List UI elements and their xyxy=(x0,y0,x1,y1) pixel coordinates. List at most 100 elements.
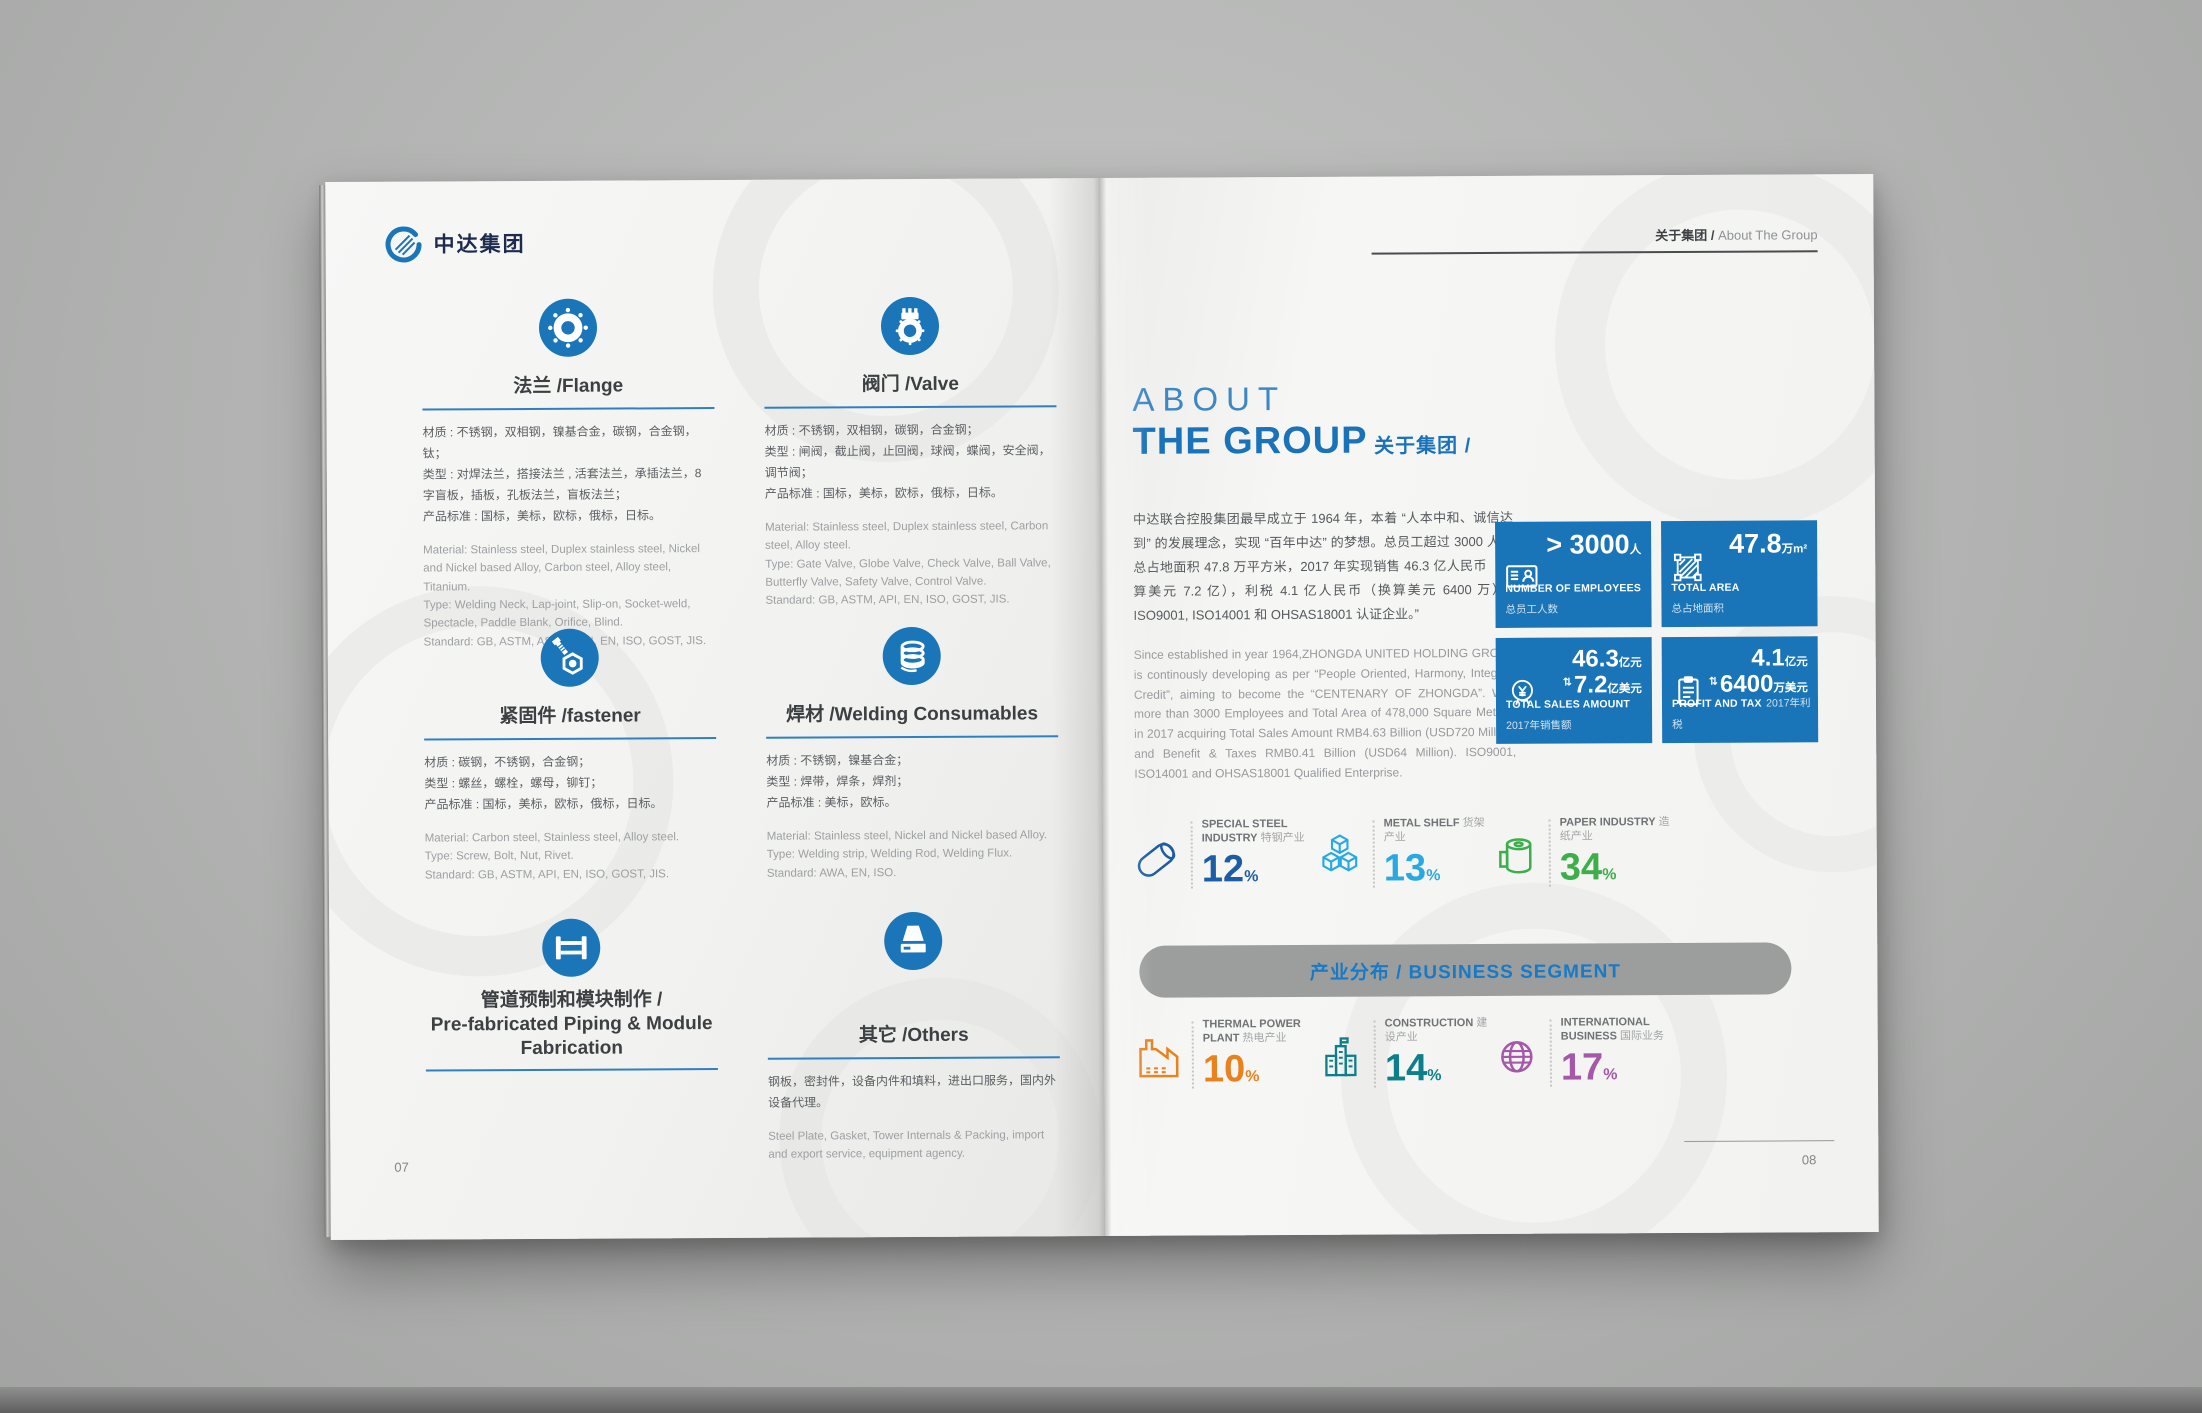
cubes-icon xyxy=(1313,831,1367,885)
flange-icon xyxy=(538,298,598,357)
convert-arrows-icon: ⇅ xyxy=(1562,676,1573,689)
segment-special-steel: SPECIAL STEEL INDUSTRY 特钢产业 12% xyxy=(1131,817,1313,891)
page-number: 07 xyxy=(394,1159,409,1175)
segment-construction: CONSTRUCTION 建设产业 14% xyxy=(1314,1016,1490,1089)
stat-total-area: 47.8万m² TOTAL AREA 总占地面积 xyxy=(1661,520,1818,628)
employees-icon xyxy=(1505,560,1538,593)
segment-thermal-power: THERMAL POWER PLANT 热电产业 10% xyxy=(1132,1017,1314,1091)
brochure-spread: 中达集团 法兰 /Flange 材质 : 不锈钢，双相钢，镍基合金，碳钢，合金钢… xyxy=(319,173,1879,1241)
dotted-separator xyxy=(1548,819,1551,887)
segment-label-zh: 热电产业 xyxy=(1242,1032,1287,1045)
section-text-zh: 材质 : 不锈钢，镍基合金； 类型 : 焊带，焊条，焊剂； 产品标准 : 美标，… xyxy=(766,752,909,810)
brand-logo: 中达集团 xyxy=(383,223,526,264)
segment-percent: 34% xyxy=(1559,845,1617,889)
logo-icon xyxy=(385,226,422,263)
segment-label-zh: 国际业务 xyxy=(1620,1030,1665,1043)
section-text-zh: 材质 : 碳钢，不锈钢，合金钢； 类型 : 螺丝，螺栓，螺母，铆钉； 产品标准 … xyxy=(424,754,663,812)
segment-percent: 10% xyxy=(1202,1047,1260,1091)
coin-yuan-icon xyxy=(1506,676,1539,709)
paper-roll-icon xyxy=(1489,830,1543,884)
business-segments-row-1: SPECIAL STEEL INDUSTRY 特钢产业 12% METAL SH… xyxy=(1131,815,1689,891)
section-text-zh: 材质 : 不锈钢，双相钢，碳钢，合金钢； 类型 : 闸阀，截止阀，止回阀，球阀，… xyxy=(764,422,1051,501)
section-divider xyxy=(764,404,1057,409)
section-title: 阀门 /Valve xyxy=(861,373,959,396)
stat-employees: > 3000人 NUMBER OF EMPLOYEES 总员工人数 xyxy=(1495,521,1652,628)
title-about: ABOUT xyxy=(1132,380,1287,418)
product-section-fastener: 紧固件 /fastener 材质 : 碳钢，不锈钢，合金钢； 类型 : 螺丝，螺… xyxy=(424,628,717,884)
page-title: ABOUT THE GROUP 关于集团 / xyxy=(1132,380,1471,464)
segment-percent: 12% xyxy=(1201,847,1259,891)
product-section-welding: 焊材 /Welding Consumables 材质 : 不锈钢，镍基合金； 类… xyxy=(766,626,1059,882)
stat-label-en: PROFIT AND TAX xyxy=(1671,697,1762,711)
segment-label-en: METAL SHELF xyxy=(1383,817,1460,830)
logo-text: 中达集团 xyxy=(433,233,526,257)
title-the-group: THE GROUP xyxy=(1132,419,1368,464)
segment-percent: 13% xyxy=(1383,846,1441,890)
section-title: 紧固件 /fastener xyxy=(499,705,641,728)
vessel-icon xyxy=(884,911,943,971)
segment-percent: 14% xyxy=(1384,1046,1442,1090)
dotted-separator xyxy=(1190,821,1193,889)
stat-value: 47.8 xyxy=(1728,528,1782,559)
section-divider xyxy=(422,406,715,411)
stat-unit-rmb: 亿元 xyxy=(1784,656,1808,669)
stat-label-en: TOTAL AREA xyxy=(1671,582,1740,595)
fastener-icon xyxy=(540,628,599,687)
product-section-others: 其它 /Others 钢板，密封件，设备内件和填料，进出口服务，国内外设备代理。… xyxy=(767,911,1060,1164)
land-area-icon xyxy=(1671,551,1704,584)
table-edge xyxy=(0,1387,2202,1413)
key-stats-grid: > 3000人 NUMBER OF EMPLOYEES 总员工人数 47.8万m… xyxy=(1495,520,1819,744)
section-text-en: Material: Carbon steel, Stainless steel,… xyxy=(424,830,680,882)
section-divider xyxy=(424,736,717,741)
stat-label-en: NUMBER OF EMPLOYEES xyxy=(1505,582,1642,596)
section-text-en: Material: Stainless steel, Nickel and Ni… xyxy=(766,829,1048,880)
title-suffix-zh: 关于集团 / xyxy=(1367,435,1472,458)
intro-paragraph-en: Since established in year 1964,ZHONGDA U… xyxy=(1133,645,1517,781)
product-section-valve: 阀门 /Valve 材质 : 不锈钢，双相钢，碳钢，合金钢； 类型 : 闸阀，截… xyxy=(764,296,1058,610)
section-title: 焊材 /Welding Consumables xyxy=(785,703,1039,726)
steel-pipe-icon xyxy=(1131,832,1185,886)
stat-profit-tax: 4.1亿元 ⇅6400万美元 PROFIT AND TAX 2017年利税 xyxy=(1661,636,1819,744)
segment-paper-industry: PAPER INDUSTRY 造纸产业 34% xyxy=(1489,815,1689,889)
section-divider xyxy=(767,1055,1060,1060)
section-text-en: Material: Stainless steel, Duplex stainl… xyxy=(765,520,1051,608)
stat-label-zh: 总占地面积 xyxy=(1671,602,1725,616)
section-text-zh: 钢板，密封件，设备内件和填料，进出口服务，国内外设备代理。 xyxy=(767,1072,1057,1110)
segment-international: INTERNATIONAL BUSINESS 国际业务 17% xyxy=(1490,1015,1690,1089)
business-segment-banner: 产业分布 / BUSINESS SEGMENT xyxy=(1139,942,1792,998)
dotted-separator xyxy=(1373,1020,1376,1088)
segment-label-en: PAPER INDUSTRY xyxy=(1559,816,1656,829)
page-right: 关于集团 / About The Group ABOUT THE GROUP 关… xyxy=(1099,173,1879,1236)
intro-paragraph-zh: 中达联合控股集团最早成立于 1964 年，本着 “人本中和、诚信达到” 的发展理… xyxy=(1132,509,1514,624)
page-number: 08 xyxy=(1801,1152,1817,1168)
globe-icon xyxy=(1490,1030,1544,1084)
section-title: 其它 /Others xyxy=(858,1024,969,1047)
stat-unit: 万m² xyxy=(1781,543,1808,556)
running-header-zh: 关于集团 / xyxy=(1655,227,1715,244)
stat-total-sales: 46.3亿元 ⇅7.2亿美元 TOTAL SALES AMOUNT 2017年销… xyxy=(1495,637,1653,744)
footer-rule xyxy=(1684,1140,1835,1142)
segment-label-en: CONSTRUCTION xyxy=(1384,1017,1474,1030)
dotted-separator xyxy=(1549,1019,1552,1087)
section-divider xyxy=(425,1068,718,1072)
stat-value-rmb: 4.1 xyxy=(1751,644,1785,672)
dotted-separator xyxy=(1191,1021,1194,1089)
product-section-flange: 法兰 /Flange 材质 : 不锈钢，双相钢，镍基合金，碳钢，合金钢，钛； 类… xyxy=(422,298,716,652)
business-segments-row-2: THERMAL POWER PLANT 热电产业 10% CONSTRUCTIO… xyxy=(1132,1015,1690,1091)
factory-icon xyxy=(1132,1032,1186,1086)
section-divider xyxy=(766,734,1059,739)
segment-percent: 17% xyxy=(1560,1045,1618,1089)
product-section-piping: 管道预制和模块制作 / Pre-fabricated Piping & Modu… xyxy=(425,918,718,1072)
dotted-separator xyxy=(1372,820,1375,888)
banner-title: 产业分布 / BUSINESS SEGMENT xyxy=(1309,960,1622,984)
clipboard-icon xyxy=(1672,675,1705,708)
running-header-en: About The Group xyxy=(1714,227,1818,243)
header-rule xyxy=(1371,250,1818,255)
section-title: 管道预制和模块制作 / Pre-fabricated Piping & Modu… xyxy=(430,989,713,1059)
section-text-en: Steel Plate, Gasket, Tower Internals & P… xyxy=(768,1129,1045,1161)
segment-metal-shelf: METAL SHELF 货架产业 13% xyxy=(1313,816,1489,889)
section-text-zh: 材质 : 不锈钢，双相钢，镍基合金，碳钢，合金钢，钛； 类型 : 对焊法兰，搭接… xyxy=(422,423,702,524)
section-title: 法兰 /Flange xyxy=(513,375,624,398)
stat-value: > 3000 xyxy=(1546,529,1630,560)
